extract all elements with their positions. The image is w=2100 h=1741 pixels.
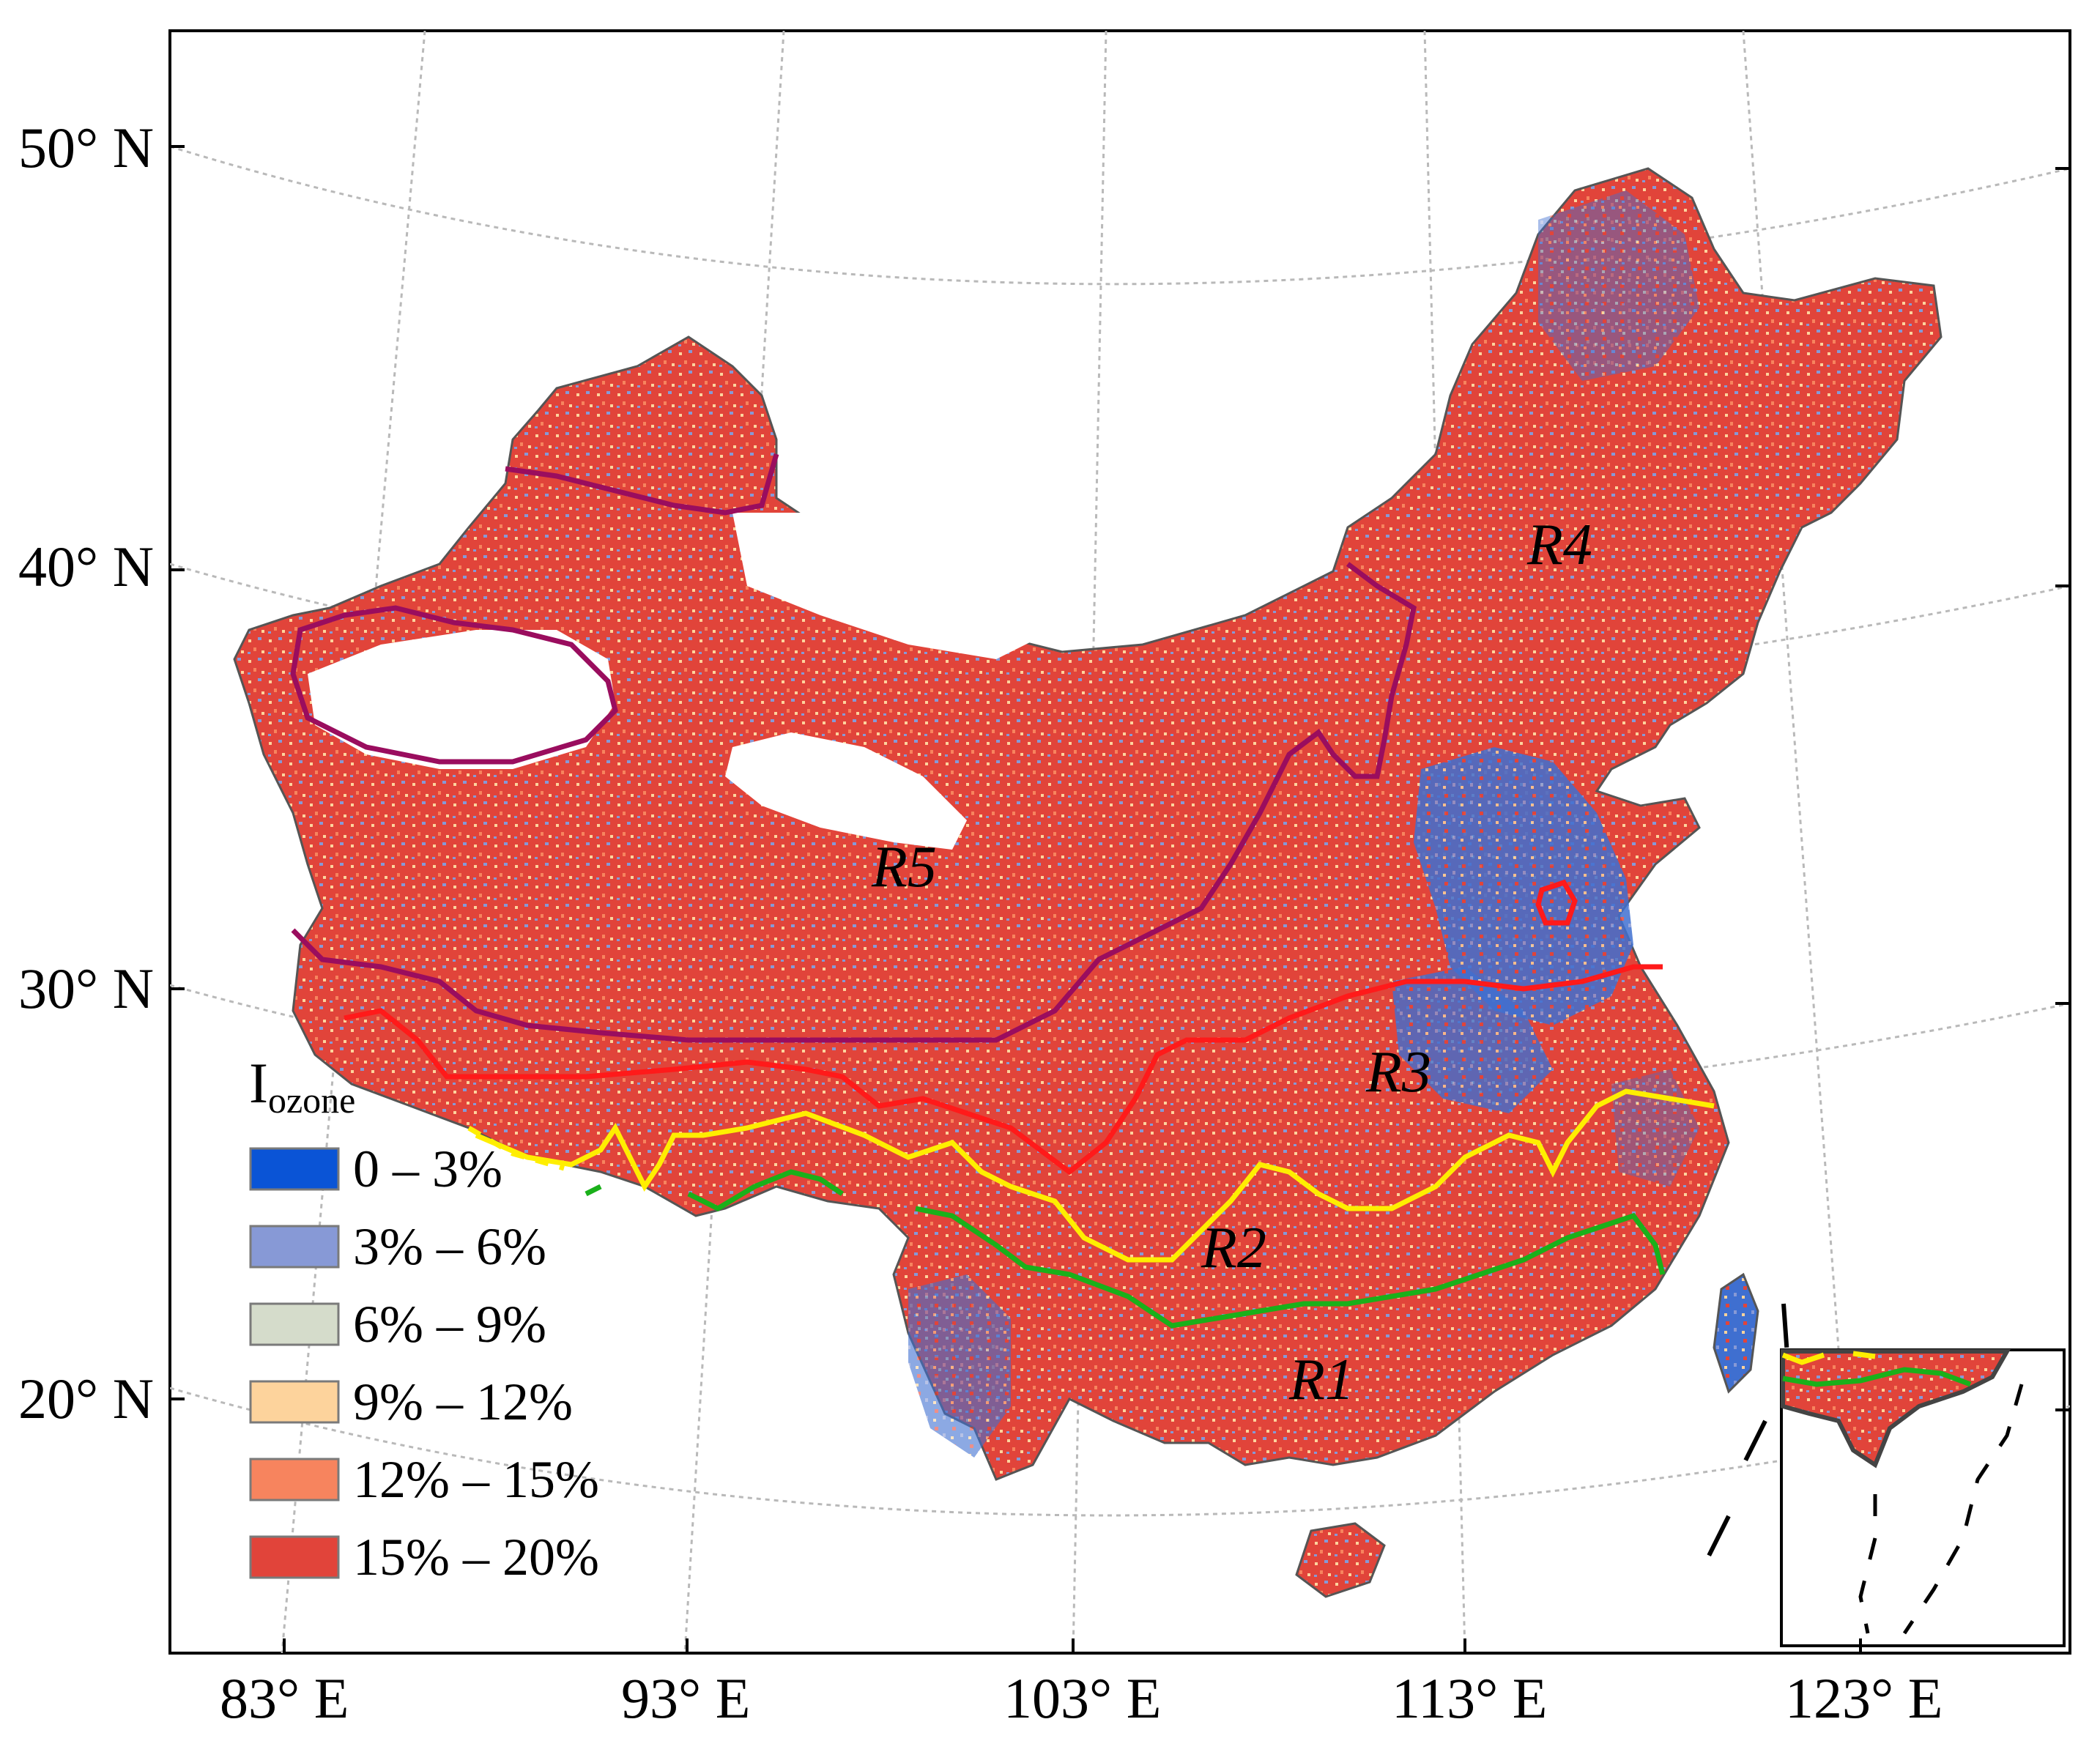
latitude-labels: 50° N 40° N 30° N 20° N — [18, 116, 154, 1430]
nine-dash-line-segments — [1697, 1303, 1789, 1576]
legend-label-3: 9% – 12% — [353, 1373, 573, 1431]
region-boundaries — [290, 453, 1715, 1329]
longitude-ticks — [283, 1638, 1862, 1653]
graticule-lat-20 — [170, 1387, 2070, 1517]
boundary-taklimakan-ring — [290, 605, 618, 765]
blue-patch-central — [1392, 967, 1553, 1113]
boundary-r4-r5 — [291, 562, 1417, 1043]
legend-label-1: 3% – 6% — [353, 1217, 546, 1276]
legend-label-2: 6% – 9% — [353, 1295, 546, 1354]
legend-title: Iozone — [249, 1051, 355, 1121]
legend-swatch-0 — [249, 1147, 340, 1191]
south-china-sea-inset — [1697, 1303, 2066, 1647]
lon-label-93: 93° E — [621, 1666, 750, 1730]
region-label-r4: R4 — [1526, 513, 1592, 577]
lat-label-50: 50° N — [18, 116, 154, 179]
lon-label-103: 103° E — [1003, 1666, 1161, 1730]
inset-green-boundary — [1782, 1367, 1972, 1387]
legend: Iozone 0 – 3% 3% – 6% 6% – 9% 9% – 12% 12% –… — [249, 1051, 599, 1586]
inset-dashed-line — [1858, 1384, 2024, 1635]
latitude-ticks — [170, 145, 2070, 1411]
lon-label-83: 83° E — [220, 1666, 349, 1730]
region-label-r2: R2 — [1201, 1216, 1266, 1280]
boundary-r2-r3 — [475, 1088, 1715, 1263]
china-mainland — [233, 167, 1943, 1481]
legend-items: 0 – 3% 3% – 6% 6% – 9% 9% – 12% 12% – 15% 15%… — [249, 1140, 599, 1586]
region-label-r1: R1 — [1288, 1348, 1354, 1412]
lat-label-30: 30° N — [18, 957, 154, 1020]
blue-patch-north-china-plain — [1414, 747, 1633, 1025]
legend-label-4: 12% – 15% — [353, 1450, 599, 1509]
boundary-r3-r4r5 — [344, 964, 1663, 1176]
boundary-yellow-dash-west — [467, 1125, 565, 1171]
qaidam-blank — [725, 732, 967, 850]
legend-swatch-3 — [249, 1380, 340, 1424]
blue-patch-northeast — [1538, 190, 1699, 381]
region-label-r3: R3 — [1365, 1040, 1431, 1105]
legend-swatch-1 — [249, 1225, 340, 1269]
land-mass — [233, 167, 1943, 1598]
boundary-r3-hefei-ring — [1535, 879, 1578, 926]
legend-swatch-4 — [249, 1458, 340, 1501]
lon-label-123: 123° E — [1785, 1666, 1943, 1730]
blue-patch-yunnan — [908, 1274, 1011, 1458]
lat-label-20: 20° N — [18, 1367, 154, 1430]
gobi-blank — [732, 513, 1040, 659]
graticule-lat-50 — [170, 145, 2070, 286]
lat-label-40: 40° N — [18, 535, 154, 598]
taiwan-island — [1713, 1272, 1759, 1394]
inset-yellow-boundary — [1781, 1351, 1876, 1365]
legend-swatch-2 — [249, 1302, 340, 1346]
boundary-r4-r5-northwest — [505, 453, 779, 516]
hainan-island — [1295, 1522, 1386, 1598]
taklimakan-blank — [308, 630, 615, 769]
lon-label-113: 113° E — [1392, 1666, 1547, 1730]
longitude-labels: 83° E 93° E 103° E 113° E 123° E — [220, 1666, 1943, 1730]
legend-label-0: 0 – 3% — [353, 1140, 502, 1198]
boundary-r1-r2 — [585, 1169, 1666, 1329]
legend-swatch-5 — [249, 1535, 340, 1579]
region-labels: R4 R5 R3 R2 R1 — [871, 513, 1592, 1412]
region-label-r5: R5 — [871, 835, 937, 899]
legend-label-5: 15% – 20% — [353, 1528, 599, 1586]
